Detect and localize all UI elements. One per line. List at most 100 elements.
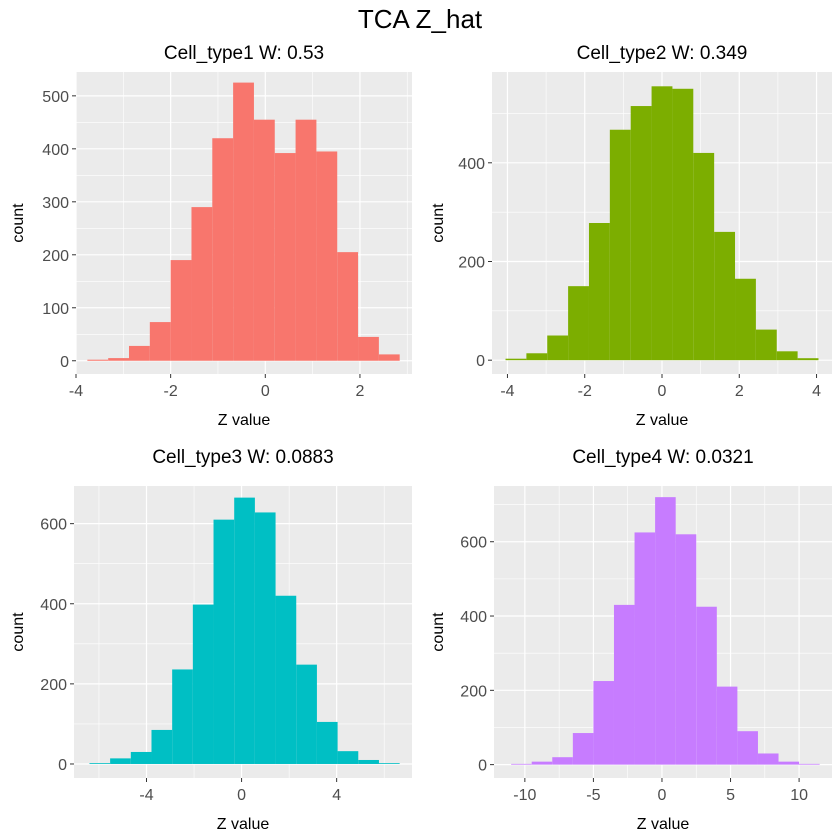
panel-1-y-tick-label: 400: [42, 142, 69, 159]
panel-1-y-tick-label: 500: [42, 89, 69, 106]
panel-2-histogram-bar: [714, 231, 736, 361]
panel-2-y-tick-label: 0: [476, 353, 485, 370]
panel-2-histogram-bar: [797, 358, 819, 361]
panel-2: -4 -2 0 2 4 0 200 400 Cell_type2 W: 0.349 Z value…: [430, 43, 832, 429]
panel-1-x-tick-label: -4: [69, 383, 83, 400]
panel-1-histogram-bar: [358, 336, 379, 361]
panel-2-x-tick-label: 2: [735, 383, 744, 400]
panel-3-histogram-bar: [172, 669, 193, 764]
panel-1-x-tick-label: -2: [164, 383, 178, 400]
panel-1-y-tick-label: 200: [42, 248, 69, 265]
panel-1-histogram-bar: [274, 153, 296, 361]
panel-1-histogram-bar: [108, 358, 130, 361]
panel-2-histogram-bar: [568, 286, 589, 361]
panel-4-histogram-bar: [552, 757, 573, 765]
panel-2-histogram-bar: [651, 86, 673, 361]
panel-4-histogram-bar: [593, 681, 614, 765]
panel-2-histogram-bar: [588, 223, 610, 361]
panel-2-histogram-bar: [609, 129, 631, 361]
panel-3-histogram-bar: [192, 604, 214, 764]
panel-4-histogram-bar: [675, 534, 697, 765]
panel-4-histogram-bar: [634, 532, 656, 765]
panel-3-title: Cell_type3 W: 0.0883: [152, 447, 333, 468]
panel-4-histogram-bar: [655, 497, 676, 765]
panel-2-x-axis-label: Z value: [636, 412, 689, 429]
panel-1: -4 -2 0 2 0 100 200 300 400 500 Cell_type1 W: 0.53…: [10, 43, 412, 429]
panel-2-histogram-bar: [735, 278, 756, 361]
panel-4-histogram-bar: [716, 686, 738, 765]
panel-1-histogram-bar: [191, 207, 213, 361]
panel-4-y-axis-label: count: [430, 612, 447, 652]
panel-3-histogram-bar: [316, 721, 338, 764]
panel-3: -4 0 4 0 200 400 600 Cell_type3 W: 0.0883 Z valu…: [10, 447, 412, 833]
panel-1-y-tick-label: 100: [42, 301, 69, 318]
panel-3-x-tick-label: -4: [139, 787, 153, 804]
panel-1-histogram-bar: [212, 138, 234, 361]
panel-4-y-tick-label: 600: [460, 535, 487, 552]
panel-3-histogram-bar: [89, 763, 111, 764]
panel-3-histogram-bar: [275, 595, 297, 764]
panel-3-x-axis-label: Z value: [217, 816, 270, 833]
panel-4-x-axis-label: Z value: [637, 816, 690, 833]
panel-3-histogram-bar: [110, 758, 131, 764]
panel-1-x-tick-label: 2: [355, 383, 364, 400]
panel-4-x-tick-label: 0: [658, 787, 667, 804]
panel-1-y-tick-label: 0: [60, 354, 69, 371]
panel-2-histogram-bar: [630, 106, 652, 361]
panel-4-y-tick-label: 0: [478, 758, 487, 775]
panel-2-histogram-bar: [505, 358, 527, 361]
panel-3-y-axis-label: count: [10, 612, 27, 652]
panel-2-y-axis-label: count: [430, 203, 447, 243]
panel-3-histogram-bar: [296, 664, 317, 764]
panel-1-x-tick-label: 0: [261, 383, 270, 400]
panel-4-x-tick-label: -10: [513, 787, 536, 804]
panel-1-y-axis-label: count: [10, 203, 27, 243]
panel-4-y-tick-label: 200: [460, 683, 487, 700]
panel-3-y-tick-label: 0: [58, 757, 67, 774]
panel-1-histogram-bar: [149, 322, 171, 361]
panel-4-histogram-bar: [737, 731, 758, 765]
panel-4: -10 -5 0 5 10 0 200 400 600 Cell_type4 W: 0.0321 Z…: [430, 447, 832, 833]
panel-3-histogram-bar: [151, 729, 173, 764]
panel-3-histogram-bar: [234, 497, 255, 764]
panel-4-x-tick-label: 10: [790, 787, 808, 804]
panel-1-histogram-bar: [87, 359, 109, 361]
panel-4-histogram-bar: [799, 763, 820, 765]
panel-4-histogram-bar: [531, 761, 553, 765]
panel-3-histogram-bar: [358, 759, 379, 764]
panel-4-histogram-bar: [572, 733, 594, 765]
panel-2-histogram-bar: [672, 88, 694, 361]
panel-1-histogram-bar: [337, 252, 359, 361]
panel-3-histogram-bar: [378, 763, 400, 764]
panel-2-histogram-bar: [547, 335, 569, 361]
panel-4-title: Cell_type4 W: 0.0321: [572, 447, 753, 468]
panel-1-histogram-bar: [129, 345, 150, 361]
panel-2-x-tick-label: -4: [500, 383, 514, 400]
panel-2-y-tick-label: 200: [458, 254, 485, 271]
panel-4-histogram-bar: [511, 763, 532, 765]
panel-3-histogram-bar: [254, 512, 276, 764]
panel-1-histogram-bar: [316, 151, 338, 361]
panel-2-x-tick-label: -2: [578, 383, 592, 400]
panel-1-x-axis-label: Z value: [218, 412, 271, 429]
panel-3-histogram-bar: [337, 751, 359, 764]
panel-1-histogram-bar: [253, 119, 275, 361]
panel-2-x-tick-label: 0: [658, 383, 667, 400]
panel-1-histogram-bar: [295, 119, 317, 361]
panel-4-histogram-bar: [696, 606, 717, 765]
panel-4-x-tick-label: -5: [586, 787, 600, 804]
panel-3-histogram-bar: [213, 519, 235, 764]
panel-3-y-tick-label: 600: [40, 517, 67, 534]
panel-4-histogram-bar: [778, 761, 800, 765]
panel-4-x-tick-label: 5: [726, 787, 735, 804]
panel-2-histogram-bar: [526, 353, 548, 361]
panel-1-title: Cell_type1 W: 0.53: [164, 43, 324, 64]
panel-1-y-tick-label: 300: [42, 195, 69, 212]
panel-2-histogram-bar: [693, 152, 715, 361]
panel-4-histogram-bar: [757, 753, 779, 765]
panel-2-y-tick-label: 400: [458, 156, 485, 173]
panel-4-histogram-bar: [613, 604, 635, 765]
panel-1-histogram-bar: [170, 260, 192, 361]
